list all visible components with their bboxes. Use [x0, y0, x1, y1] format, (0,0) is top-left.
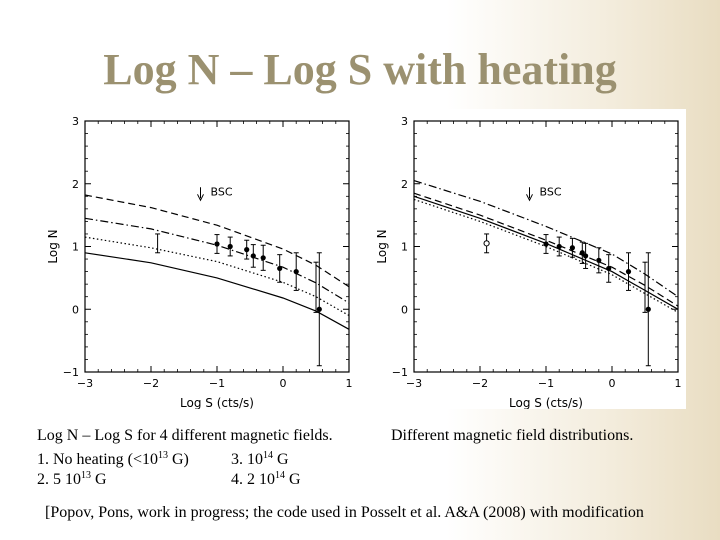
right-series-line-2: [413, 198, 679, 313]
item4-exponent: 14: [275, 470, 285, 481]
right-ytick-label: 0: [401, 303, 408, 316]
left-x-axis-label: Log S (cts/s): [180, 396, 254, 409]
right-data-point: [625, 269, 632, 275]
right-data-point: [543, 241, 549, 247]
right-series-line-4: [413, 180, 679, 298]
left-xtick-label: −3: [77, 377, 93, 390]
left-xtick-label: −1: [209, 377, 225, 390]
left-y-axis-label: Log N: [46, 229, 60, 263]
right-data-point: [583, 253, 589, 259]
right-data-point: [606, 265, 612, 272]
right-ytick-label: 3: [401, 115, 408, 128]
left-data-point: [227, 243, 233, 250]
slide-title: Log N – Log S with heating: [103, 45, 617, 94]
caption-item-3: 3. 1014 G: [231, 446, 289, 470]
right-series-line-3: [413, 192, 679, 307]
left-bsc-label: BSC: [211, 185, 233, 198]
right-xtick-label: −3: [406, 377, 422, 390]
right-data-point: [645, 306, 651, 312]
right-xtick-label: −1: [538, 377, 554, 390]
right-ytick-label: −1: [392, 366, 408, 379]
right-ytick-label: 2: [401, 178, 408, 191]
chart-right-svg: −3 −2 −1 0 1 −1 0 1 2 3 Log S (cts/s) Log N BSC: [375, 115, 682, 409]
left-ytick-label: 2: [72, 178, 79, 191]
caption-item-2: 2. 5 1013 G: [37, 466, 107, 490]
right-ytick-label: 1: [401, 241, 408, 254]
left-data-point: [214, 241, 220, 247]
item1-suffix: G): [168, 451, 189, 468]
left-data-point: [293, 269, 299, 275]
left-bsc-arrow-head: [197, 194, 204, 202]
caption-right-heading: Different magnetic field distributions.: [391, 427, 634, 444]
right-x-axis-label: Log S (cts/s): [509, 396, 583, 409]
left-series-line-4: [84, 194, 350, 288]
right-xtick-label: −2: [472, 377, 488, 390]
left-data-point: [244, 247, 250, 253]
caption-item-4: 4. 2 1014 G: [231, 466, 301, 490]
chart-left-svg: −3 −2 −1 0 1 −1 0 1 2 3 Log S (cts/s) Log N BSC: [46, 115, 353, 409]
left-data-point: [316, 306, 322, 312]
left-xtick-label: −2: [143, 377, 159, 390]
reference-note: [Popov, Pons, work in progress; the code…: [45, 504, 644, 521]
right-bsc-arrow-head: [526, 194, 533, 202]
item4-prefix: 4. 2 10: [231, 471, 275, 488]
left-data-point: [277, 265, 283, 272]
item1-prefix: 1. No heating (<10: [37, 451, 158, 468]
left-ytick-label: 1: [72, 241, 79, 254]
right-data-point: [556, 243, 562, 250]
left-xtick-label: 0: [280, 377, 287, 390]
item4-suffix: G: [285, 471, 301, 488]
right-data-point: [483, 240, 490, 247]
left-series-line-2: [84, 236, 350, 317]
left-data-point: [260, 255, 266, 261]
left-series-line-3: [84, 217, 350, 304]
item2-exponent: 13: [81, 470, 91, 481]
right-data-point: [596, 257, 602, 263]
item2-suffix: G: [91, 471, 107, 488]
right-xtick-label: 0: [609, 377, 616, 390]
item3-exponent: 14: [263, 450, 273, 461]
caption-item-1: 1. No heating (<1013 G): [37, 446, 189, 470]
left-xtick-label: 1: [346, 377, 353, 390]
right-series-line-1: [413, 195, 679, 310]
item3-prefix: 3. 10: [231, 451, 263, 468]
item1-exponent: 13: [158, 450, 168, 461]
logn-logs-plot-magnetic-fields: −3 −2 −1 0 1 −1 0 1 2 3 Log S (cts/s) Log N BSC: [37, 109, 357, 409]
right-data-point: [569, 245, 575, 251]
caption-left-heading: Log N – Log S for 4 different magnetic f…: [37, 427, 333, 444]
right-y-axis-label: Log N: [375, 229, 389, 263]
item2-prefix: 2. 5 10: [37, 471, 81, 488]
left-ytick-label: 0: [72, 303, 79, 316]
item3-suffix: G: [273, 451, 289, 468]
right-bsc-label: BSC: [540, 185, 562, 198]
left-ytick-label: 3: [72, 115, 79, 128]
left-series-line-1: [84, 252, 350, 330]
left-ytick-label: −1: [63, 366, 79, 379]
logn-logs-plot-field-distributions: −3 −2 −1 0 1 −1 0 1 2 3 Log S (cts/s) Log N BSC: [366, 109, 686, 409]
right-data-point: [579, 250, 585, 256]
right-xtick-label: 1: [675, 377, 682, 390]
left-data-point: [250, 253, 256, 259]
